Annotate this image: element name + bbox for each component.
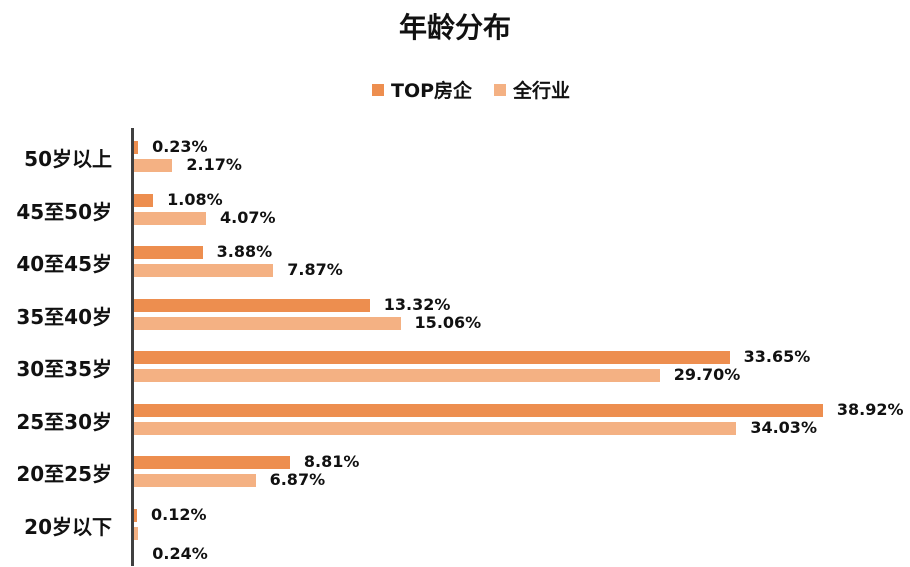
- category-label: 30至35岁: [16, 357, 112, 381]
- bar-top-developers: [134, 403, 823, 417]
- data-label: 15.06%: [414, 312, 482, 332]
- legend-swatch-industry: [494, 83, 507, 96]
- category-label: 45至50岁: [16, 199, 112, 224]
- bar-top-developers: [134, 298, 370, 312]
- category-label: 50岁以上: [24, 147, 112, 171]
- category-label: 35至40岁: [16, 304, 112, 329]
- bar-top-developers: [134, 246, 203, 259]
- legend-item-top: TOP房企: [372, 76, 472, 103]
- category-label: 25至30岁: [16, 409, 112, 434]
- data-label: 4.07%: [220, 207, 276, 227]
- data-label: 1.08%: [167, 189, 223, 209]
- data-label: 38.92%: [836, 399, 904, 419]
- bar-all-industry: [134, 369, 660, 382]
- chart-title: 年龄分布: [398, 11, 511, 44]
- data-label: 29.70%: [673, 365, 741, 384]
- data-label: 0.24%: [152, 543, 208, 563]
- category-label: 40至45岁: [16, 252, 112, 276]
- bar-all-industry: [134, 421, 737, 435]
- bar-all-industry: [134, 159, 173, 172]
- legend-item-industry: 全行业: [494, 76, 570, 103]
- bar-all-industry: [134, 264, 274, 277]
- bar-top-developers: [134, 193, 154, 207]
- category-label: 20至25岁: [16, 462, 112, 486]
- bar-top-developers: [134, 508, 137, 522]
- bar-all-industry: [134, 316, 401, 330]
- bar-all-industry: [134, 474, 256, 487]
- data-label: 0.23%: [152, 137, 208, 156]
- data-label: 7.87%: [287, 260, 343, 279]
- bar-all-industry: [134, 211, 207, 225]
- data-label: 6.87%: [269, 470, 326, 489]
- legend: TOP房企 全行业: [372, 76, 592, 103]
- bar-top-developers: [134, 351, 730, 364]
- legend-label-industry: 全行业: [513, 80, 571, 102]
- legend-label-top: TOP房企: [391, 80, 473, 102]
- data-label: 0.12%: [151, 504, 207, 524]
- bar-top-developers: [134, 456, 290, 469]
- data-label: 34.03%: [750, 417, 817, 437]
- category-label: 20岁以下: [24, 514, 112, 539]
- y-axis-line: [131, 128, 134, 566]
- bar-top-developers: [134, 141, 139, 154]
- data-label: 2.17%: [186, 155, 242, 174]
- data-label: 13.32%: [383, 294, 451, 314]
- bar-all-industry: [134, 526, 139, 540]
- data-label: 33.65%: [743, 347, 811, 366]
- data-label: 8.81%: [303, 452, 360, 471]
- data-label: 3.88%: [216, 242, 273, 261]
- legend-swatch-top: [372, 83, 384, 96]
